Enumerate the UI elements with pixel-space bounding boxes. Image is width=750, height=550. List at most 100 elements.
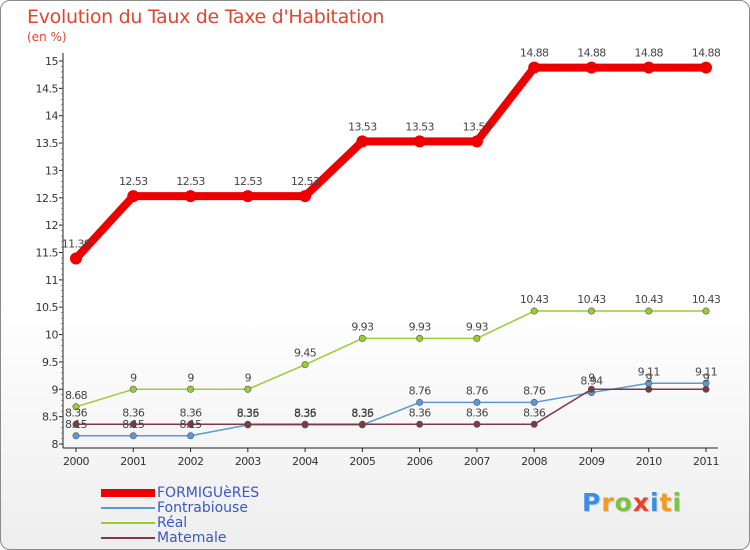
data-point [301,361,309,369]
legend-label: Fontrabiouse [157,500,248,516]
data-label: 8.15 [179,418,202,431]
data-point [473,420,481,428]
data-label: 8.68 [65,389,88,402]
data-label: 9 [245,371,252,384]
chart-unit: (en %) [27,30,67,44]
logo-letter: i [672,488,683,517]
legend-swatch [101,489,155,497]
data-point [416,334,424,342]
data-point [416,420,424,428]
y-tick-label: 14.5 [36,82,59,95]
series-line-2 [75,310,707,408]
data-point [301,420,309,428]
data-point [129,432,137,440]
data-point [470,135,483,148]
data-point [473,398,481,406]
data-label: 13.53 [348,120,377,133]
y-tick-label: 10 [45,329,58,342]
data-point [530,420,538,428]
data-label: 14.88 [520,47,549,60]
data-point [127,190,140,203]
data-point [72,432,80,440]
y-tick-label: 9 [52,383,59,396]
data-point [187,385,195,393]
y-tick-label: 8.5 [42,411,58,424]
data-point [587,385,595,393]
data-label: 8.36 [65,406,88,419]
data-point [416,398,424,406]
series-line-0 [72,63,710,263]
data-point [244,385,252,393]
data-label: 12.53 [291,175,320,188]
data-point [530,398,538,406]
logo-letter: t [659,488,673,517]
data-point [702,307,710,315]
data-label: 8.76 [523,384,546,397]
data-label: 9.93 [409,320,432,333]
data-label: 13.53 [405,120,434,133]
data-point [356,135,369,148]
x-tick-label: 2001 [120,455,146,468]
data-label: 9 [703,371,710,384]
data-point [473,334,481,342]
y-tick-label: 13.5 [36,137,59,150]
data-label: 8.36 [122,406,145,419]
data-point [129,420,137,428]
legend-label: Matemale [157,530,227,546]
data-label: 9 [646,371,653,384]
data-label: 9.11 [695,365,717,378]
data-label: 14.88 [634,47,663,60]
legend-label: Réal [157,515,188,531]
data-label: 8.15 [65,418,88,431]
data-label: 8.36 [523,406,546,419]
data-point [244,420,252,428]
data-point [700,61,712,74]
x-tick-label: 2006 [407,455,433,468]
data-point [645,307,653,315]
logo-letter: x [632,488,650,517]
data-label: 9.93 [466,320,489,333]
data-label: 8.76 [466,384,489,397]
x-tick-label: 2005 [349,455,375,468]
data-point [72,420,80,428]
y-tick-label: 11.5 [36,247,59,260]
data-label: 8.36 [294,406,317,419]
data-label: 8.36 [179,406,202,419]
y-tick-label: 12 [45,219,58,232]
data-label: 10.43 [577,293,606,306]
y-tick-label: 15 [45,55,58,68]
data-label: 9.11 [638,365,660,378]
data-label: 9 [130,371,137,384]
data-label: 8.36 [466,406,489,419]
data-label: 11.39 [62,238,91,251]
y-tick-label: 8 [52,438,59,451]
data-label: 8.94 [580,375,603,388]
y-tick-label: 14 [45,110,58,123]
x-tick-label: 2009 [578,455,604,468]
x-tick-label: 2010 [636,455,662,468]
data-label: 14.88 [577,47,606,60]
data-point [587,307,595,315]
y-tick-label: 9.5 [42,356,58,369]
x-tick-label: 2011 [693,455,719,468]
data-label: 12.53 [234,175,263,188]
data-label: 14.88 [692,47,721,60]
legend-swatch [101,507,155,509]
data-label: 8.15 [122,418,145,431]
proxiti-logo: Proxiti [582,488,682,517]
data-label: 9 [187,371,194,384]
data-label: 10.43 [692,293,721,306]
data-point [358,420,366,428]
data-label: 8.35 [294,407,317,420]
data-point [642,61,655,74]
data-point [585,61,598,74]
legend-swatch [101,522,155,524]
y-tick-label: 12.5 [36,192,59,205]
y-tick-label: 11 [45,274,58,287]
data-point [702,385,710,393]
series-line-1 [75,382,707,437]
data-label: 8.36 [351,406,374,419]
x-tick-label: 2004 [292,455,318,468]
